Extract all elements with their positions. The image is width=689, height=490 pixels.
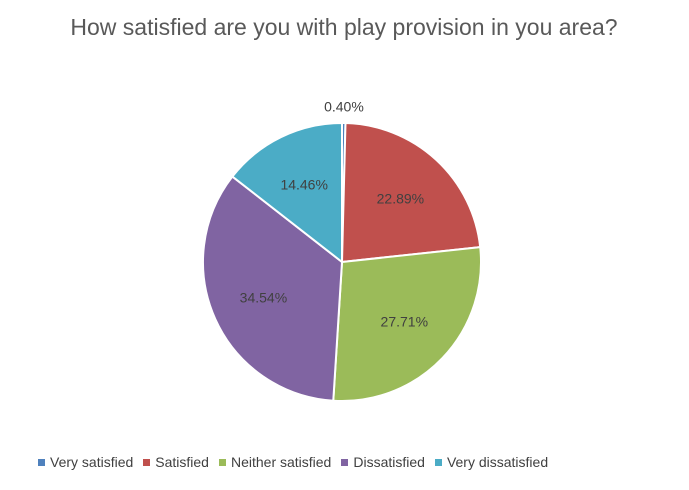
pie-data-labels: 0.40% 22.89% 27.71% 34.54% 14.46% xyxy=(240,98,428,329)
legend-swatch xyxy=(341,458,349,466)
legend-label: Very satisfied xyxy=(50,454,134,470)
pie-slice-neither-satisfied xyxy=(332,245,482,402)
data-label-satisfied: 22.89% xyxy=(377,191,424,207)
legend-item-very-dissatisfied: Very dissatisfied xyxy=(434,454,549,470)
legend-swatch xyxy=(434,458,442,466)
chart-legend: Very satisfied Satisfied Neither satisfied… xyxy=(38,452,558,472)
legend-label: Neither satisfied xyxy=(230,454,332,470)
legend-label: Satisfied xyxy=(155,454,209,470)
legend-label: Very dissatisfied xyxy=(446,454,549,470)
legend-item-neither-satisfied: Neither satisfied xyxy=(218,454,332,470)
legend-swatch xyxy=(218,458,226,466)
pie-slices xyxy=(202,121,482,402)
pie-slice-very-dissatisfied xyxy=(230,121,343,265)
pie-slice-dissatisfied xyxy=(202,175,344,402)
chart-title: How satisfied are you with play provisio… xyxy=(70,14,618,40)
data-label-dissatisfied: 34.54% xyxy=(240,289,287,305)
legend-item-very-satisfied: Very satisfied xyxy=(38,454,133,470)
legend-swatch xyxy=(143,458,151,466)
data-label-neither-satisfied: 27.71% xyxy=(381,314,428,330)
legend-label: Dissatisfied xyxy=(353,454,425,470)
data-label-very-satisfied: 0.40% xyxy=(324,98,364,114)
data-label-very-dissatisfied: 14.46% xyxy=(280,177,327,193)
legend-item-satisfied: Satisfied xyxy=(143,454,209,470)
legend-item-dissatisfied: Dissatisfied xyxy=(341,454,425,470)
legend-swatch xyxy=(38,458,45,466)
pie-slice-satisfied xyxy=(340,122,482,264)
